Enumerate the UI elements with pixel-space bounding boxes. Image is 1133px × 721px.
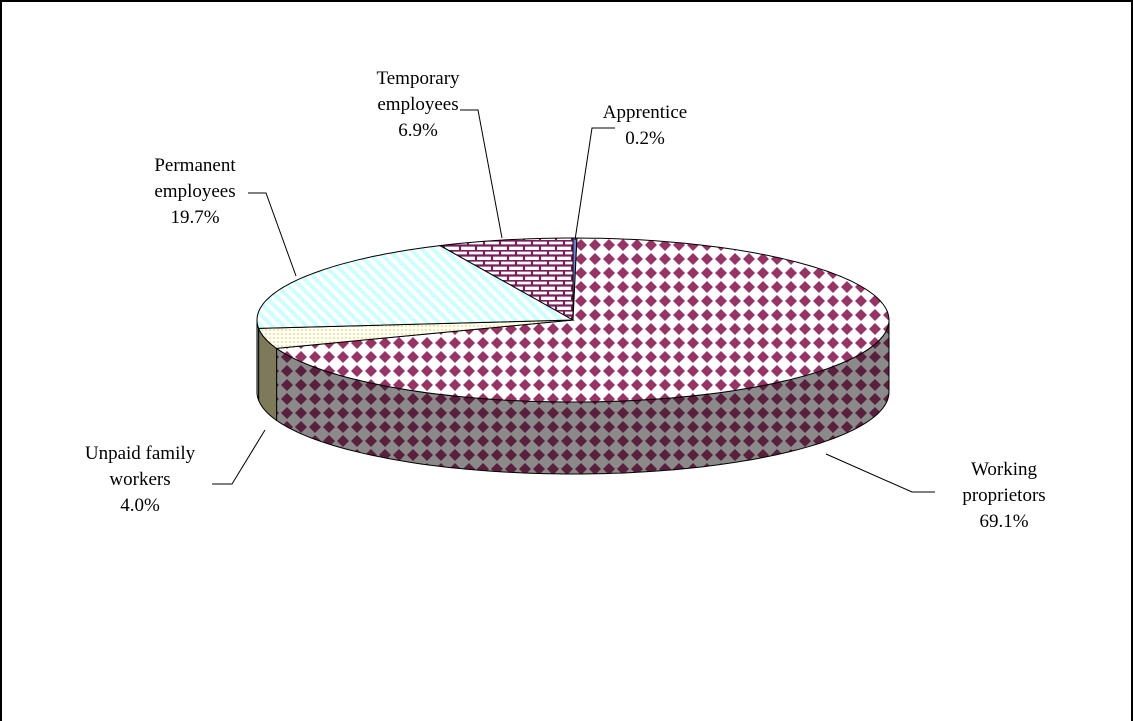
leader-line-1 bbox=[825, 453, 935, 493]
slice-top-1 bbox=[275, 237, 890, 403]
slice-pct-label-4: 6.9% bbox=[398, 120, 438, 141]
slice-name-label-4: Temporary bbox=[376, 68, 460, 89]
slice-labels: Apprentice 0.2% Working proprietors 69.1% Unp… bbox=[85, 68, 1046, 532]
slice-name-label-3: Permanent bbox=[154, 155, 236, 176]
slice-name-label-1: proprietors bbox=[962, 485, 1045, 506]
slice-name-label-3: employees bbox=[154, 181, 235, 202]
slice-top-3 bbox=[256, 245, 575, 329]
leader-lines bbox=[212, 109, 935, 493]
slice-name-label-1: Working bbox=[971, 459, 1038, 480]
slice-top-2 bbox=[257, 319, 574, 349]
slice-name-label-2: workers bbox=[109, 469, 170, 490]
leader-line-2 bbox=[212, 429, 266, 485]
slice-pct-label-2: 4.0% bbox=[120, 495, 160, 516]
leader-line-4 bbox=[460, 109, 503, 239]
slice-name-label-2: Unpaid family bbox=[85, 443, 196, 464]
leader-line-3 bbox=[248, 192, 297, 277]
leader-line-0 bbox=[574, 127, 615, 241]
slice-pct-label-1: 69.1% bbox=[979, 511, 1028, 532]
slice-name-label-0: Apprentice bbox=[603, 102, 687, 123]
slice-name-label-4: employees bbox=[377, 94, 458, 115]
slice-top-4 bbox=[438, 237, 574, 321]
pie-slices bbox=[256, 237, 890, 475]
slice-pct-label-3: 19.7% bbox=[170, 207, 219, 228]
slice-side-3 bbox=[256, 320, 260, 401]
slice-pct-label-0: 0.2% bbox=[625, 128, 665, 149]
